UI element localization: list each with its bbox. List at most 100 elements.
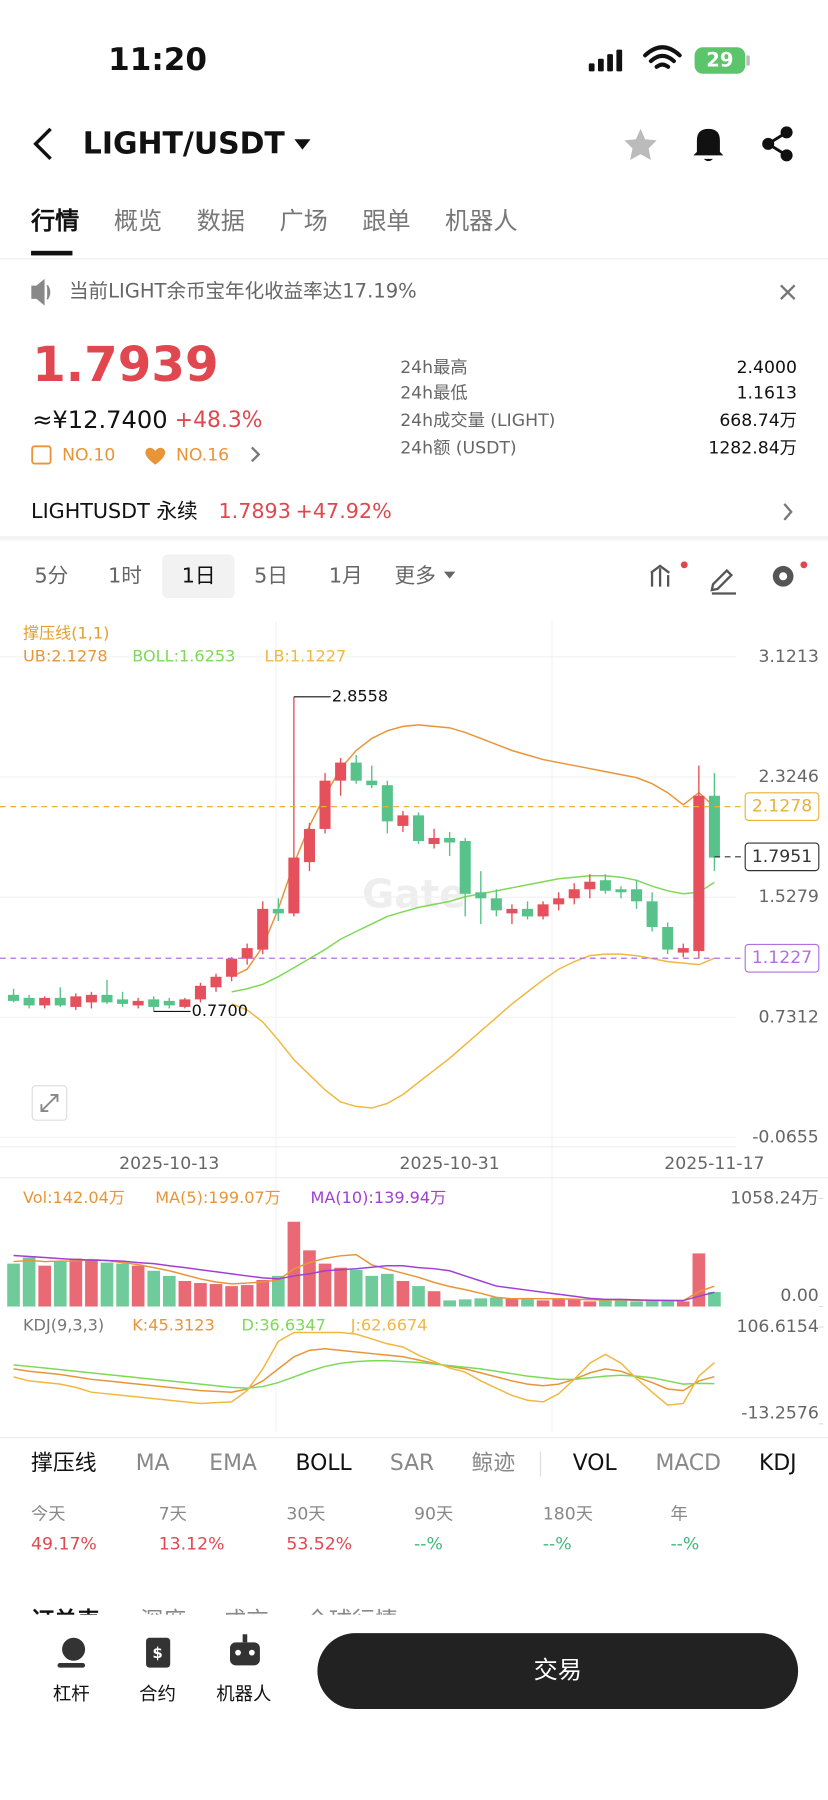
perp-chevron[interactable] [783, 503, 793, 521]
candle-body [708, 795, 720, 858]
candle-body [101, 994, 113, 1003]
watermark: Gate [362, 873, 466, 918]
annotation-label: 2.8558 [332, 686, 388, 705]
bottom-item-label[interactable]: 合约 [139, 1684, 176, 1705]
candle-body [179, 999, 191, 1007]
timeframe[interactable]: 1月 [329, 563, 363, 587]
candle-body [381, 785, 393, 822]
volume-bar [583, 1301, 597, 1307]
section-divider [0, 536, 828, 541]
timeframes: 5分 1时 1日 5日 1月 更多 [35, 563, 436, 587]
timeframe[interactable]: 1时 [108, 563, 142, 587]
timeframe[interactable]: 5日 [254, 563, 288, 587]
indicator-tab[interactable]: MA [136, 1451, 170, 1476]
indicator-line [13, 1253, 715, 1302]
indicator-tab[interactable]: MACD [656, 1451, 721, 1476]
volume-bar [427, 1291, 441, 1307]
pair-dropdown[interactable] [294, 139, 311, 150]
back-button[interactable] [33, 127, 52, 161]
candle-body [39, 997, 51, 1006]
x-tick-label: 2025-10-31 [400, 1154, 500, 1174]
rank-a[interactable]: NO.10 [62, 446, 115, 466]
battery-tip [746, 55, 750, 66]
indicator-tab[interactable]: 撑压线 [31, 1451, 97, 1476]
timeframe[interactable]: 5分 [35, 563, 69, 587]
rank-b[interactable]: NO.16 [176, 446, 229, 466]
candle-body [490, 898, 502, 911]
y-tick-label: 1058.24万 [730, 1188, 819, 1208]
cny-price: ≈¥12.7400 [32, 406, 167, 434]
volume-bar [178, 1280, 192, 1307]
trade-button[interactable] [317, 1633, 799, 1710]
alert-bell[interactable] [693, 128, 724, 162]
badge [680, 561, 688, 569]
indicator-tab[interactable]: 鲸迹 [472, 1451, 516, 1476]
bottom-item-label[interactable]: 机器人 [216, 1684, 271, 1705]
volume-bar [458, 1299, 472, 1307]
candle-body [459, 840, 471, 894]
expand-button[interactable] [31, 1085, 68, 1121]
timeframe-selected [162, 554, 235, 599]
candle-body [366, 780, 378, 786]
draw-icon[interactable] [710, 568, 736, 595]
legend-entry: UB:2.1278 [23, 646, 108, 665]
candle-body [163, 1000, 175, 1006]
return-value: 49.17% [31, 1535, 97, 1555]
tab[interactable]: 概览 [114, 207, 162, 235]
timeframe[interactable]: 更多 [394, 563, 435, 587]
leverage-icon[interactable] [57, 1637, 86, 1668]
tab[interactable]: 跟单 [362, 207, 410, 235]
tab[interactable]: 机器人 [445, 207, 517, 235]
tab[interactable]: 行情 [30, 207, 79, 235]
indicator-line [13, 1254, 715, 1302]
favorite-star[interactable] [624, 128, 657, 160]
timeframe[interactable]: 1日 [182, 563, 216, 587]
notice-text[interactable]: 当前LIGHT余币宝年化收益率达17.19% [69, 280, 417, 303]
indicator-icon[interactable] [650, 564, 670, 587]
stats: 24h最高 2.4000 24h最低 1.1613 24h成交量 (LIGHT) 668.… [400, 358, 797, 459]
volume-bar [567, 1299, 581, 1307]
stat-label: 24h成交量 (LIGHT) [400, 411, 555, 431]
candle-body [241, 948, 253, 959]
volume-bar [162, 1275, 176, 1307]
contract-icon[interactable]: $ [146, 1637, 171, 1668]
perp-name[interactable]: LIGHTUSDT 永续 [31, 499, 198, 523]
candle-body [132, 1000, 144, 1006]
share-icon[interactable] [762, 126, 793, 162]
y-tick-label: 0.00 [780, 1286, 818, 1306]
volume-bar [256, 1279, 270, 1307]
volume-bar [147, 1270, 161, 1307]
indicator-tab[interactable]: KDJ [759, 1451, 797, 1476]
indicator-tab[interactable]: SAR [390, 1451, 434, 1476]
price-tag-label: 1.7951 [752, 847, 812, 867]
indicator-tab[interactable]: BOLL [296, 1451, 353, 1476]
pair-title[interactable]: LIGHT/USDT [83, 127, 286, 162]
volume-bar [194, 1283, 207, 1307]
trade-button-label[interactable]: 交易 [534, 1656, 582, 1684]
candle-body [444, 837, 456, 843]
settings-hole [779, 572, 788, 581]
candle-body [8, 994, 20, 1001]
volume-bar [85, 1259, 98, 1307]
volume-bar [271, 1275, 285, 1307]
legend-entry: J:62.6674 [350, 1316, 428, 1335]
volume-bar [209, 1284, 223, 1307]
tab[interactable]: 数据 [197, 207, 245, 235]
indicator-line [231, 724, 715, 978]
indicator-tab[interactable]: VOL [573, 1451, 618, 1476]
status-time: 11:20 [108, 42, 207, 78]
more-dropdown[interactable] [443, 571, 456, 579]
return-label: 30天 [286, 1505, 325, 1525]
candle-body [319, 780, 331, 829]
rank-chevron[interactable] [251, 446, 261, 463]
robot-icon[interactable] [230, 1634, 260, 1666]
tab[interactable]: 广场 [279, 207, 327, 235]
legend-entry: K:45.3123 [132, 1316, 215, 1335]
notice-close[interactable] [780, 284, 796, 300]
candle-body [272, 908, 284, 914]
indicator-line [13, 1360, 715, 1389]
bottom-item-label[interactable]: 杠杆 [53, 1684, 90, 1705]
indicator-tab[interactable]: EMA [209, 1451, 257, 1476]
candle-body [23, 997, 35, 1006]
indicator-tabs: 撑压线 MA EMA BOLL SAR 鲸迹 VOL MACD KDJ [31, 1451, 797, 1476]
